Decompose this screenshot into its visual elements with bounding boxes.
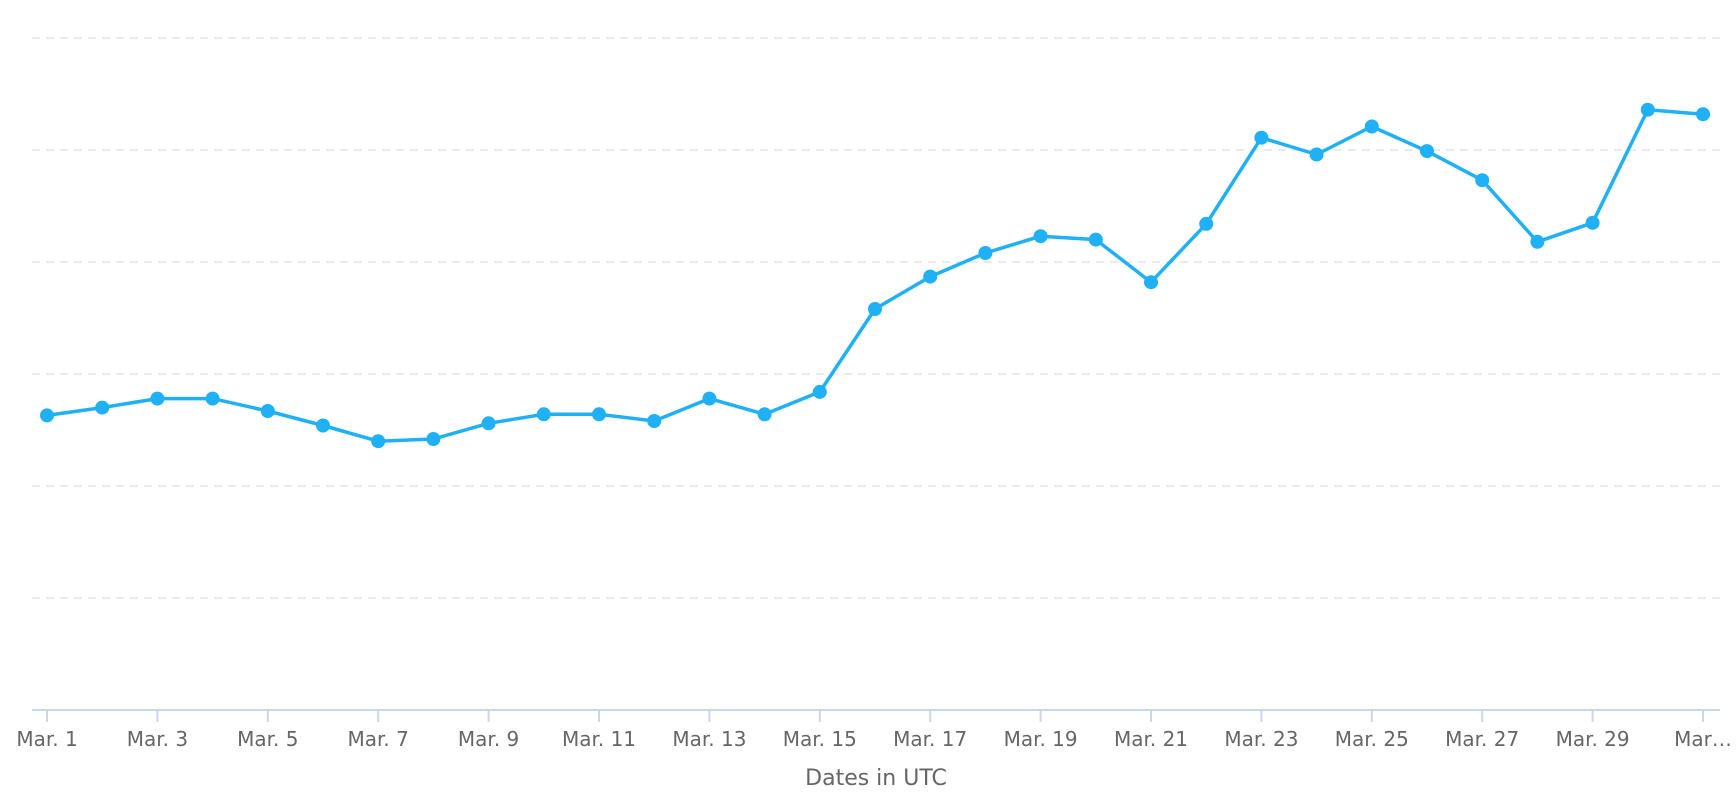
data-point[interactable] — [1199, 216, 1214, 231]
x-tick-label: Mar. 5 — [237, 727, 298, 751]
data-point[interactable] — [426, 432, 441, 446]
data-point[interactable] — [371, 434, 386, 449]
data-point[interactable] — [1475, 173, 1490, 188]
data-point[interactable] — [647, 414, 662, 428]
x-tick-label: Mar. 29 — [1556, 727, 1630, 751]
x-tick-label: Mar. 15 — [783, 727, 857, 751]
data-point[interactable] — [592, 407, 606, 422]
x-tick-label: Mar. 27 — [1445, 727, 1519, 751]
data-point[interactable] — [316, 418, 330, 433]
x-axis: Mar. 1 Mar. 3 Mar. 5 Mar. 7 Mar. 9 Mar. 11 Mar… — [16, 709, 1732, 751]
data-point[interactable] — [812, 384, 827, 399]
data-point[interactable] — [150, 391, 165, 406]
data-point[interactable] — [1254, 130, 1269, 145]
x-tick-label: Mar. 25 — [1335, 727, 1409, 751]
data-point[interactable] — [1420, 144, 1434, 159]
data-point[interactable] — [1640, 102, 1655, 117]
series-line — [45, 107, 1705, 443]
x-tick-label: Mar. 13 — [672, 727, 746, 751]
x-tick-label: Mar. 9 — [458, 727, 519, 751]
x-tick-label: Mar. 19 — [1004, 727, 1078, 751]
data-point[interactable] — [95, 400, 110, 415]
data-point[interactable] — [923, 269, 938, 284]
data-point[interactable] — [40, 408, 54, 423]
data-point[interactable] — [1585, 215, 1600, 230]
x-tick-label: Mar. 11 — [562, 727, 636, 751]
x-tick-label: Mar. 1 — [16, 727, 77, 751]
data-point[interactable] — [757, 407, 772, 422]
x-tick-label: Mar. 7 — [348, 727, 409, 751]
x-tick-label: Mar. 17 — [893, 727, 967, 751]
x-tick-label: Mar. 3 — [127, 727, 188, 751]
data-point[interactable] — [702, 391, 717, 406]
data-point[interactable] — [536, 407, 551, 422]
data-point[interactable] — [978, 246, 993, 260]
x-axis-title: Dates in UTC — [805, 766, 947, 791]
series-group — [40, 102, 1710, 449]
x-tick-label: Mar. 21 — [1114, 727, 1188, 751]
data-point[interactable] — [1033, 229, 1048, 244]
data-point[interactable] — [1088, 232, 1103, 247]
data-point[interactable] — [868, 302, 882, 316]
data-point[interactable] — [1144, 275, 1158, 290]
data-point[interactable] — [1309, 147, 1324, 162]
x-tick-label: Mar… — [1674, 727, 1732, 751]
data-point[interactable] — [1696, 107, 1710, 122]
data-point[interactable] — [205, 391, 220, 406]
data-point[interactable] — [481, 416, 496, 431]
data-point[interactable] — [1364, 119, 1379, 134]
data-point[interactable] — [1530, 234, 1545, 249]
data-point[interactable] — [260, 404, 275, 418]
x-tick-label: Mar. 23 — [1224, 727, 1298, 751]
gridlines — [32, 37, 1720, 599]
